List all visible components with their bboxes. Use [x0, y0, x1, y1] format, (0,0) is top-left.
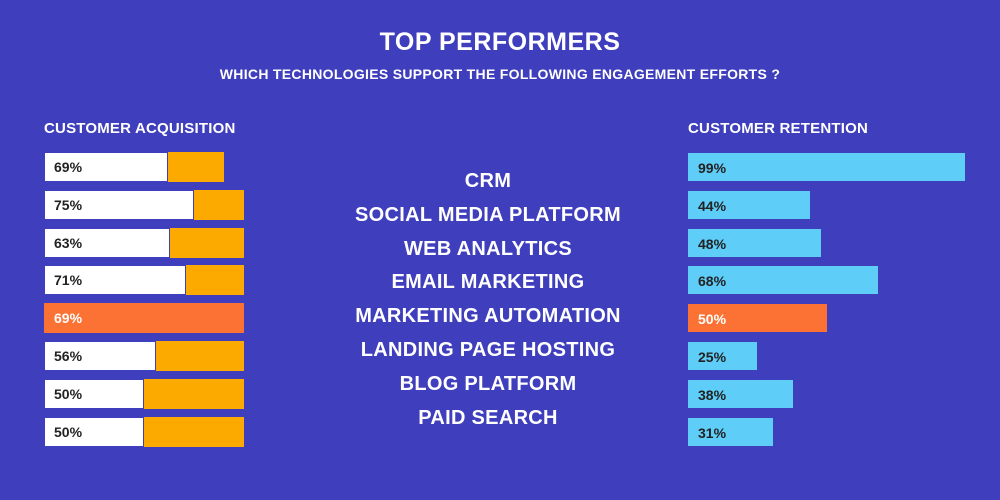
acquisition-bar: 63% — [44, 227, 244, 258]
retention-heading: CUSTOMER RETENTION — [688, 120, 868, 137]
category-label: WEB ANALYTICS — [404, 237, 572, 260]
retention-value-label: 38% — [698, 386, 727, 403]
retention-bar: 38% — [687, 378, 795, 409]
acquisition-value-label: 71% — [54, 272, 83, 289]
acquisition-value-label: 50% — [54, 423, 83, 440]
acquisition-bar: 75% — [44, 189, 244, 220]
category-label: BLOG PLATFORM — [399, 372, 577, 395]
acquisition-bar-fill — [44, 378, 144, 409]
category-label: LANDING PAGE HOSTING — [360, 339, 616, 361]
acquisition-bar-fill — [44, 265, 186, 296]
retention-value-label: 68% — [698, 273, 727, 290]
acquisition-value-label: 56% — [54, 348, 83, 364]
acquisition-bar: 56% — [44, 341, 244, 371]
chart-title: TOP PERFORMERS — [379, 28, 621, 56]
acquisition-value-label: 69% — [54, 159, 83, 175]
acquisition-value-label: 50% — [54, 385, 83, 402]
retention-value-label: 48% — [698, 235, 727, 252]
retention-value-label: 50% — [698, 311, 727, 328]
category-label: MARKETING AUTOMATION — [355, 305, 621, 328]
acquisition-bar: 69% — [44, 152, 224, 182]
retention-bar: 68% — [687, 265, 879, 296]
acquisition-heading: CUSTOMER ACQUISITION — [44, 120, 236, 137]
retention-bar: 99% — [687, 152, 967, 182]
acquisition-bar: 71% — [44, 265, 244, 296]
retention-bar: 31% — [687, 416, 775, 447]
retention-bar: 25% — [687, 341, 758, 371]
acquisition-bar-fill — [44, 227, 170, 258]
retention-value-label: 31% — [698, 424, 727, 441]
category-label: SOCIAL MEDIA PLATFORM — [355, 203, 621, 226]
acquisition-bar: 50% — [44, 416, 244, 447]
retention-value-label: 99% — [698, 160, 727, 176]
acquisition-value-label: 75% — [54, 196, 83, 213]
acquisition-bar-fill — [44, 189, 194, 220]
retention-value-label: 25% — [698, 349, 727, 365]
retention-bar: 50% — [687, 303, 828, 334]
acquisition-bar: 69% — [44, 303, 244, 334]
category-label: CRM — [464, 170, 512, 192]
acquisition-bar-fill — [44, 341, 156, 371]
chart-subtitle: WHICH TECHNOLOGIES SUPPORT THE FOLLOWING… — [219, 66, 781, 82]
acquisition-bar-fill — [44, 152, 169, 182]
acquisition-value-label: 63% — [54, 234, 83, 251]
category-label: EMAIL MARKETING — [391, 271, 585, 294]
category-label: PAID SEARCH — [418, 406, 558, 429]
retention-bar: 44% — [687, 189, 812, 220]
acquisition-bar-fill — [44, 416, 144, 447]
retention-value-label: 44% — [698, 197, 727, 214]
acquisition-value-label: 69% — [54, 310, 83, 327]
acquisition-bar: 50% — [44, 378, 244, 409]
retention-bar: 48% — [687, 227, 823, 258]
